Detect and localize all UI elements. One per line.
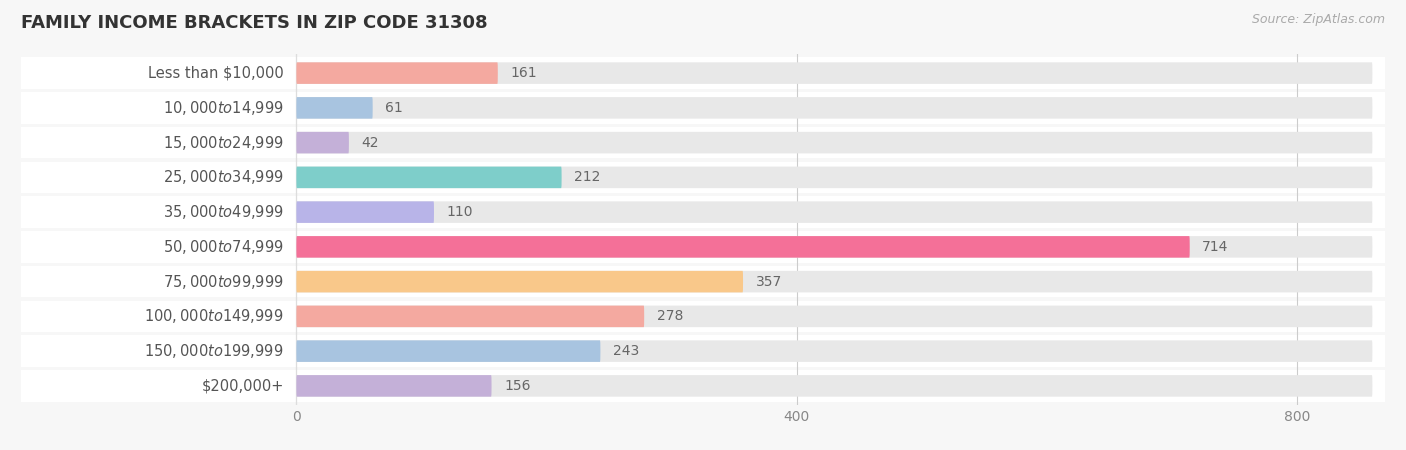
FancyBboxPatch shape — [297, 97, 1372, 119]
FancyBboxPatch shape — [297, 271, 1372, 292]
FancyBboxPatch shape — [297, 132, 1372, 153]
Text: 212: 212 — [574, 171, 600, 184]
FancyBboxPatch shape — [297, 132, 349, 153]
FancyBboxPatch shape — [21, 162, 1385, 193]
FancyBboxPatch shape — [297, 375, 1372, 396]
Text: 278: 278 — [657, 310, 683, 324]
FancyBboxPatch shape — [297, 236, 1189, 258]
Text: 156: 156 — [505, 379, 530, 393]
Text: 243: 243 — [613, 344, 640, 358]
FancyBboxPatch shape — [297, 306, 1372, 327]
FancyBboxPatch shape — [21, 266, 1385, 297]
Text: $150,000 to $199,999: $150,000 to $199,999 — [145, 342, 284, 360]
Text: 110: 110 — [447, 205, 472, 219]
Text: $25,000 to $34,999: $25,000 to $34,999 — [163, 168, 284, 186]
Text: $35,000 to $49,999: $35,000 to $49,999 — [163, 203, 284, 221]
Text: $200,000+: $200,000+ — [201, 378, 284, 393]
FancyBboxPatch shape — [297, 166, 1372, 188]
FancyBboxPatch shape — [21, 58, 1385, 89]
FancyBboxPatch shape — [297, 340, 600, 362]
Text: 42: 42 — [361, 135, 380, 149]
FancyBboxPatch shape — [297, 166, 561, 188]
FancyBboxPatch shape — [297, 63, 498, 84]
Text: 161: 161 — [510, 66, 537, 80]
FancyBboxPatch shape — [297, 236, 1372, 258]
Text: 61: 61 — [385, 101, 404, 115]
Text: Less than $10,000: Less than $10,000 — [148, 66, 284, 81]
FancyBboxPatch shape — [21, 92, 1385, 123]
FancyBboxPatch shape — [297, 201, 434, 223]
Text: 357: 357 — [755, 274, 782, 288]
FancyBboxPatch shape — [21, 336, 1385, 367]
Text: $15,000 to $24,999: $15,000 to $24,999 — [163, 134, 284, 152]
Text: $100,000 to $149,999: $100,000 to $149,999 — [145, 307, 284, 325]
Text: Source: ZipAtlas.com: Source: ZipAtlas.com — [1251, 14, 1385, 27]
Text: 714: 714 — [1202, 240, 1229, 254]
FancyBboxPatch shape — [297, 97, 373, 119]
Text: $75,000 to $99,999: $75,000 to $99,999 — [163, 273, 284, 291]
FancyBboxPatch shape — [21, 231, 1385, 262]
FancyBboxPatch shape — [297, 340, 1372, 362]
FancyBboxPatch shape — [297, 271, 742, 292]
FancyBboxPatch shape — [21, 370, 1385, 401]
FancyBboxPatch shape — [297, 306, 644, 327]
FancyBboxPatch shape — [21, 127, 1385, 158]
FancyBboxPatch shape — [21, 301, 1385, 332]
FancyBboxPatch shape — [297, 375, 492, 396]
Text: $10,000 to $14,999: $10,000 to $14,999 — [163, 99, 284, 117]
Text: FAMILY INCOME BRACKETS IN ZIP CODE 31308: FAMILY INCOME BRACKETS IN ZIP CODE 31308 — [21, 14, 488, 32]
FancyBboxPatch shape — [297, 201, 1372, 223]
FancyBboxPatch shape — [297, 63, 1372, 84]
Text: $50,000 to $74,999: $50,000 to $74,999 — [163, 238, 284, 256]
FancyBboxPatch shape — [21, 197, 1385, 228]
